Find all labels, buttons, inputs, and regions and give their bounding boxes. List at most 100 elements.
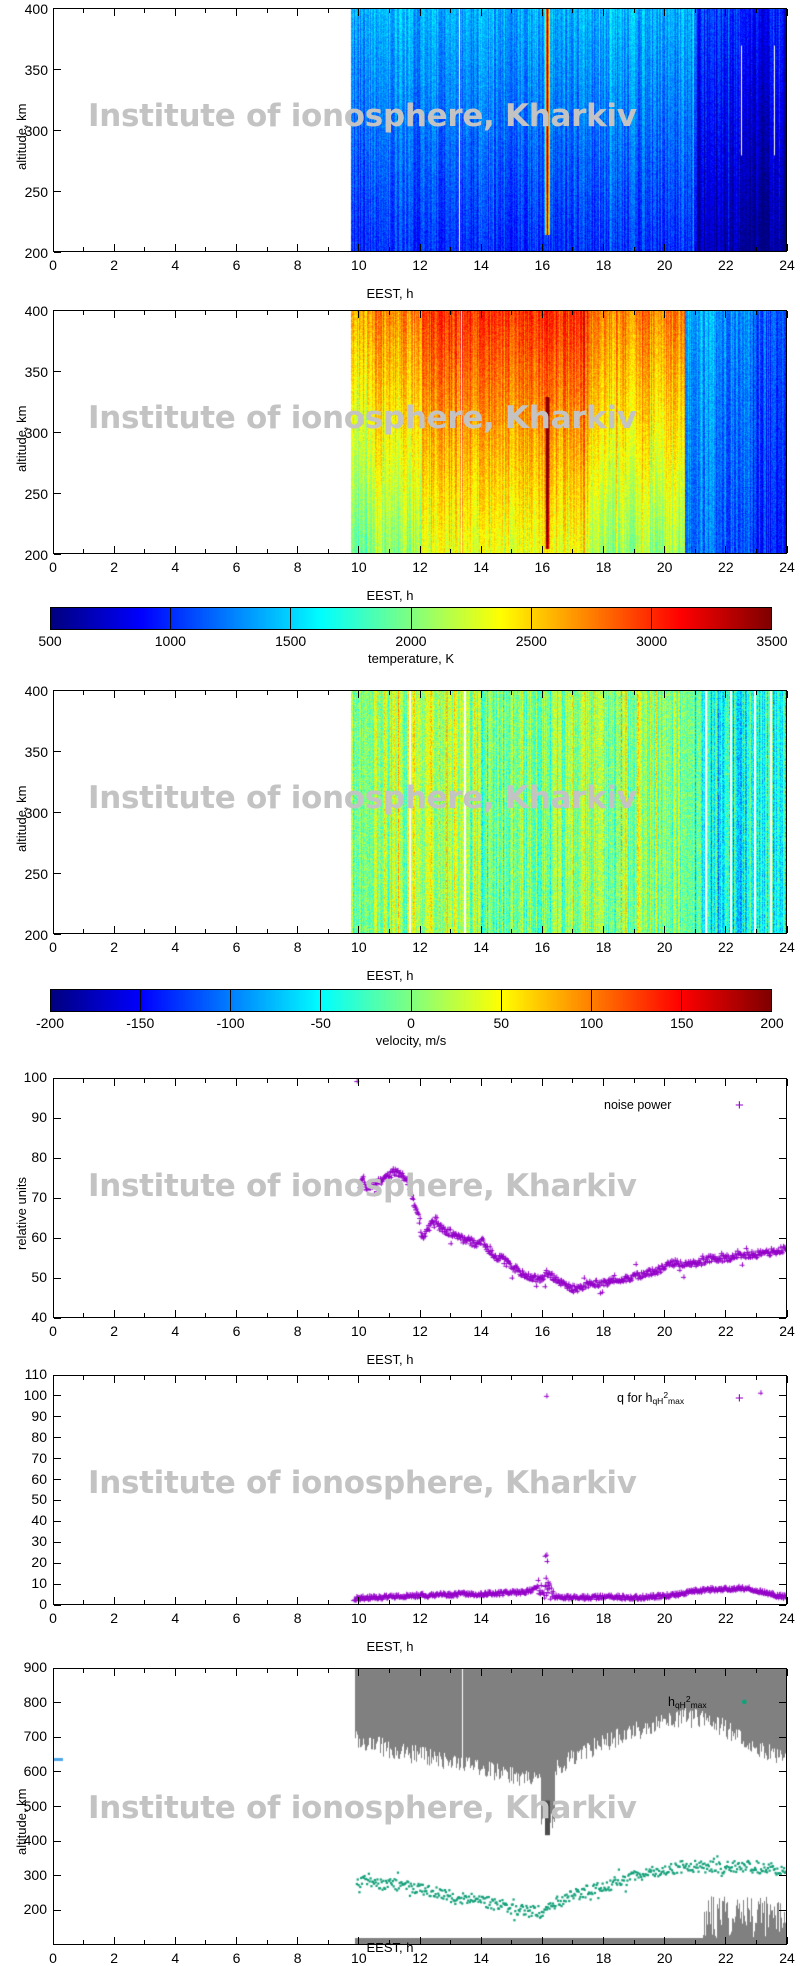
y-tick-noise-tick (54, 1277, 61, 1279)
x-tick-q-minor-tick-top (694, 1376, 696, 1380)
x-tick-q-major-tick (541, 1597, 543, 1604)
y-tick-noise-label: 100 (23, 1069, 47, 1085)
x-tick-velocity-minor-tick (450, 929, 452, 933)
legend-q-sup: 2 (663, 1390, 669, 1400)
plot-area-confidence-interval (53, 1668, 787, 1945)
x-tick-q-major-tick-top (603, 1376, 604, 1383)
x-tick-velocity-label: 0 (49, 939, 57, 955)
x-tick-conf-minor-tick-top (755, 1669, 757, 1673)
y-tick-q-tick-right (779, 1395, 786, 1397)
y-tick-noise-tick-right (779, 1237, 786, 1239)
x-tick-electron-major-tick-top (603, 311, 604, 318)
x-tick-ion-minor-tick-top (388, 9, 390, 13)
ion-y-tick (54, 190, 61, 192)
x-tick-q-major-tick (174, 1597, 176, 1604)
x-tick-velocity-major-tick (174, 926, 176, 933)
x-tick-noise-minor-tick-top (205, 1079, 207, 1083)
x-tick-q-minor-tick-top (144, 1376, 146, 1380)
x-tick-velocity-major-tick (52, 926, 54, 933)
x-tick-electron-major-tick (480, 546, 482, 553)
x-tick-electron-minor-tick-top (572, 311, 574, 315)
x-tick-noise-major-tick-top (113, 1079, 115, 1086)
x-tick-noise-major-tick-top (358, 1079, 360, 1086)
x-tick-conf-minor-tick-top (83, 1669, 85, 1673)
x-axis-label-conf: EEST, h (366, 1940, 414, 1955)
x-tick-ion-major-tick-top (174, 9, 176, 16)
plot-area-plasma-drift-velocity (53, 690, 787, 934)
x-tick-ion-major-tick (297, 244, 299, 251)
x-tick-velocity-major-tick-top (603, 691, 604, 698)
x-tick-noise-major-tick (725, 1310, 727, 1317)
x-tick-ion-label: 16 (534, 257, 551, 273)
x-tick-electron-label: 6 (232, 559, 241, 575)
x-tick-velocity-label: 6 (232, 939, 241, 955)
cbt-vel-label: -150 (126, 1015, 155, 1031)
x-tick-noise-minor-tick (755, 1313, 757, 1317)
y-tick-noise-tick (54, 1157, 61, 1159)
y-tick-conf-label: 700 (23, 1728, 47, 1745)
x-tick-electron-minor-tick-top (755, 311, 757, 315)
y-tick-noise-label: 60 (31, 1229, 47, 1245)
x-tick-conf-minor-tick-top (388, 1669, 390, 1673)
legend-h-text: h (668, 1694, 675, 1709)
x-tick-electron-major-tick-top (52, 311, 54, 318)
x-tick-noise-minor-tick (633, 1313, 635, 1317)
x-tick-q-minor-tick (205, 1600, 207, 1604)
x-tick-electron-minor-tick-top (450, 311, 452, 315)
x-tick-conf-label: 22 (718, 1950, 734, 1966)
x-tick-ion-minor-tick-top (572, 9, 574, 13)
y-tick-ele-250: 250 (24, 486, 48, 502)
x-tick-conf-label: 20 (656, 1950, 673, 1966)
x-tick-velocity-major-tick-top (297, 691, 299, 698)
x-tick-electron-major-tick (236, 546, 237, 553)
legend-marker-noise-power: + (735, 1097, 744, 1114)
x-tick-electron-major-tick (725, 546, 727, 553)
x-tick-ion-minor-tick-top (205, 9, 207, 13)
x-tick-ion-major-tick (113, 244, 115, 251)
y-tick-noise-tick-right (779, 1197, 786, 1199)
y-tick-noise-tick-right (779, 1277, 786, 1279)
x-tick-conf-minor-tick (633, 1940, 635, 1944)
x-tick-velocity-minor-tick (572, 929, 574, 933)
x-tick-conf-major-tick-top (297, 1669, 299, 1676)
x-tick-q-minor-tick (633, 1600, 635, 1604)
x-tick-q-minor-tick (572, 1600, 574, 1604)
velocity-colorbar-label: velocity, m/s (375, 1033, 447, 1048)
y-tick-q-tick (54, 1395, 61, 1397)
x-tick-ion-major-tick (786, 244, 788, 251)
x-tick-q-label: 18 (595, 1610, 612, 1626)
y-tick-noise-tick (54, 1197, 61, 1199)
x-tick-q-major-tick (297, 1597, 299, 1604)
x-tick-ion-minor-tick-top (694, 9, 696, 13)
x-tick-conf-minor-tick-top (450, 1669, 452, 1673)
x-tick-electron-major-tick (786, 546, 788, 553)
y-tick-q-tick (54, 1520, 61, 1522)
y-tick-q-tick-right (779, 1458, 786, 1460)
cbt-temp-label: 2500 (515, 633, 547, 649)
x-tick-velocity-minor-tick-top (755, 691, 757, 695)
x-tick-conf-minor-tick-top (511, 1669, 513, 1673)
x-tick-conf-minor-tick-top (266, 1669, 268, 1673)
x-tick-velocity-major-tick (358, 926, 360, 933)
cbt-vel-tick (230, 990, 231, 1011)
x-tick-q-major-tick-top (541, 1376, 543, 1383)
x-tick-velocity-minor-tick-top (327, 691, 329, 695)
x-tick-conf-minor-tick (694, 1940, 696, 1944)
x-tick-conf-major-tick-top (664, 1669, 666, 1676)
x-tick-conf-major-tick (480, 1937, 482, 1944)
x-tick-noise-major-tick (174, 1310, 176, 1317)
x-tick-q-major-tick-top (52, 1376, 54, 1383)
y-tick-q-label: 70 (31, 1449, 47, 1466)
x-tick-noise-minor-tick-top (266, 1079, 268, 1083)
x-tick-q-major-tick-top (113, 1376, 115, 1383)
y-tick-ion-200: 200 (24, 245, 48, 261)
x-tick-noise-label: 6 (232, 1323, 241, 1339)
y-tick-conf-tick-right (779, 1736, 786, 1738)
y-tick-conf-tick-right (779, 1667, 786, 1669)
legend-h-sup: 2 (685, 1694, 691, 1704)
x-tick-conf-minor-tick-top (327, 1669, 329, 1673)
x-axis-label-noise: EEST, h (366, 1352, 414, 1367)
x-tick-velocity-major-tick-top (664, 691, 666, 698)
x-tick-velocity-label: 16 (534, 939, 551, 955)
x-tick-noise-major-tick (419, 1310, 421, 1317)
